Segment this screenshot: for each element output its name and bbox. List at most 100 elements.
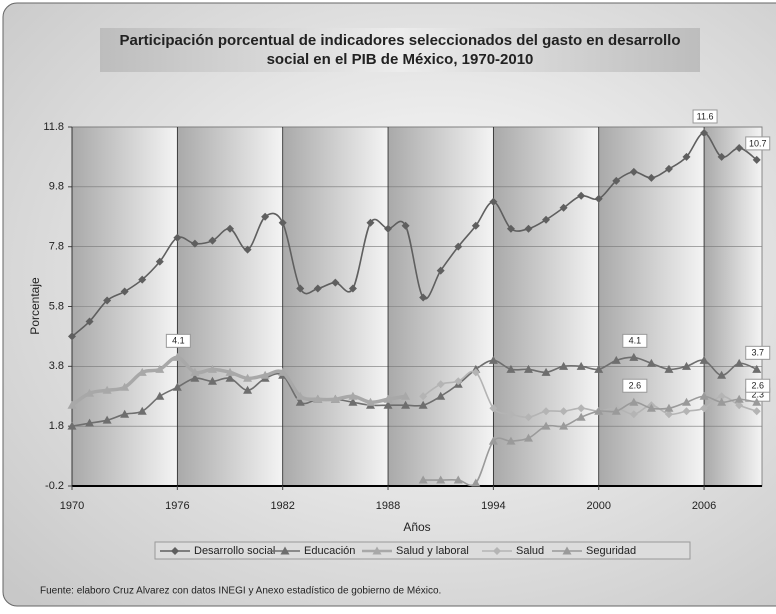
data-label-box: [745, 378, 771, 393]
marker: [471, 368, 480, 377]
marker: [85, 418, 95, 427]
marker: [419, 293, 428, 302]
marker: [524, 224, 533, 233]
marker: [559, 421, 569, 430]
marker: [700, 404, 709, 413]
marker: [523, 433, 533, 442]
marker: [735, 143, 744, 152]
marker: [295, 397, 305, 406]
marker: [207, 364, 217, 373]
marker: [699, 355, 709, 364]
data-label-box: [622, 378, 648, 393]
marker: [171, 547, 179, 555]
marker: [366, 218, 375, 227]
marker: [436, 475, 446, 484]
marker: [313, 394, 323, 403]
marker: [208, 236, 217, 245]
legend-box: [154, 541, 691, 560]
marker: [735, 401, 744, 410]
marker: [576, 361, 586, 370]
marker: [418, 400, 428, 409]
marker: [401, 221, 410, 230]
x-axis-label: Años: [403, 520, 430, 534]
y-tick-label: -0.2: [45, 480, 64, 492]
data-label-box: [692, 109, 718, 124]
marker: [120, 409, 130, 418]
source-note: Fuente: elaboro Cruz Alvarez con datos I…: [40, 586, 441, 597]
marker: [523, 364, 533, 373]
marker: [226, 224, 235, 233]
data-label-box: [622, 333, 648, 348]
marker: [225, 373, 235, 382]
y-tick-label: 3.8: [49, 360, 64, 372]
marker: [85, 317, 94, 326]
marker: [524, 413, 533, 422]
legend: Desarrollo social Educación Salud y labora…: [160, 545, 636, 557]
marker: [207, 376, 217, 385]
marker: [436, 380, 445, 389]
marker: [717, 152, 726, 161]
marker: [629, 397, 639, 406]
marker: [260, 370, 270, 379]
marker: [700, 128, 709, 137]
marker: [559, 361, 569, 370]
marker: [717, 397, 727, 406]
x-tick-label: 1994: [481, 500, 505, 512]
marker: [190, 239, 199, 248]
marker: [313, 284, 322, 293]
marker: [85, 388, 95, 397]
x-tick-label: 1970: [60, 500, 84, 512]
marker: [682, 397, 692, 406]
series-line: [71, 356, 758, 427]
marker: [629, 167, 638, 176]
data-label: 11.6: [697, 111, 714, 121]
marker: [699, 391, 709, 400]
marker: [120, 382, 130, 391]
x-tick-label: 1982: [270, 500, 294, 512]
marker: [243, 373, 253, 382]
marker: [172, 352, 182, 361]
marker: [103, 296, 112, 305]
plot-area: -0.2 1.8 3.8 5.8 7.8 9.8 11.8 1970 1976 1982 1988 1…: [43, 109, 771, 512]
x-tick-label: 2006: [692, 500, 716, 512]
marker: [559, 407, 568, 416]
marker: [489, 404, 498, 413]
marker: [454, 242, 463, 251]
marker: [419, 392, 428, 401]
data-label: 4.1: [629, 336, 642, 346]
marker: [453, 475, 463, 484]
marker: [734, 358, 744, 367]
marker: [611, 355, 621, 364]
marker: [541, 367, 551, 376]
marker: [173, 233, 182, 242]
y-tick-label: 9.8: [49, 181, 64, 193]
marker: [67, 421, 77, 430]
title-box: [100, 28, 700, 72]
marker: [541, 421, 551, 430]
marker: [576, 412, 586, 421]
marker: [67, 400, 77, 409]
marker: [436, 266, 445, 275]
marker: [493, 547, 501, 555]
marker: [190, 373, 200, 382]
marker: [348, 284, 357, 293]
marker: [348, 391, 358, 400]
data-label-box: [745, 345, 771, 360]
marker: [594, 406, 604, 415]
marker: [331, 278, 340, 287]
marker: [155, 391, 165, 400]
marker: [471, 221, 480, 230]
marker: [562, 546, 572, 555]
marker: [454, 377, 463, 386]
marker: [172, 382, 182, 391]
marker: [752, 407, 761, 416]
data-label-box: [165, 333, 191, 348]
marker: [629, 352, 639, 361]
marker: [225, 367, 235, 376]
legend-label: Educación: [304, 545, 355, 557]
marker: [261, 212, 270, 221]
marker: [137, 367, 147, 376]
marker: [102, 385, 112, 394]
marker: [594, 364, 604, 373]
